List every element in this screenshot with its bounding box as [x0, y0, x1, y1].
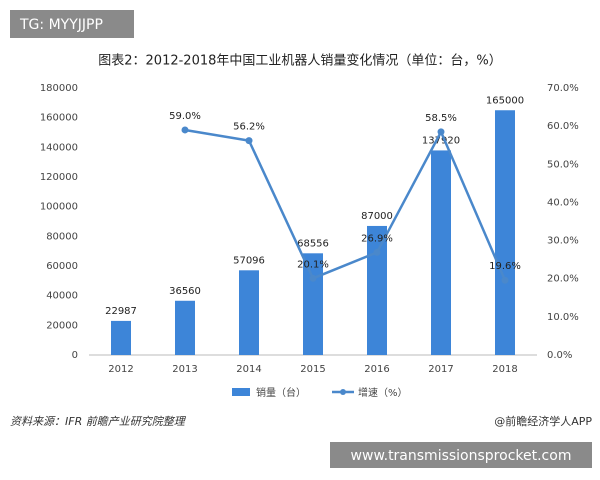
bar	[367, 225, 387, 355]
line-marker	[437, 128, 445, 136]
line-label: 20.1%	[297, 259, 329, 270]
y-tick-label: 180000	[40, 83, 78, 94]
bar	[239, 270, 259, 355]
url: www.transmissionsprocket.com	[351, 448, 572, 464]
y2-tick-label: 20.0%	[547, 274, 579, 285]
y2-tick-label: 60.0%	[547, 121, 579, 132]
line-label: 56.2%	[233, 122, 265, 133]
credit: @前瞻经济学人APP	[494, 414, 592, 428]
x-tick-label: 2012	[108, 364, 133, 375]
watermark: TG: MYYJJPP	[19, 17, 103, 33]
line-label: 58.5%	[425, 113, 457, 124]
y2-tick-label: 50.0%	[547, 159, 579, 170]
bar-label: 36560	[169, 286, 201, 297]
y2-tick-label: 70.0%	[547, 83, 579, 94]
line-marker	[309, 274, 317, 282]
y2-tick-label: 0.0%	[547, 350, 572, 361]
bar-label: 87000	[361, 211, 393, 222]
bar-label: 68556	[297, 238, 329, 249]
bar-label: 137920	[422, 135, 460, 146]
bar-label: 165000	[486, 95, 524, 106]
legend-swatch	[232, 388, 250, 396]
bar	[495, 110, 515, 355]
legend-label: 增速（%）	[358, 386, 408, 399]
y2-tick-label: 10.0%	[547, 312, 579, 323]
legend-label: 销量（台）	[256, 386, 306, 399]
y-tick-label: 80000	[46, 231, 78, 242]
line-label: 26.9%	[361, 233, 393, 244]
chart-title: 图表2：2012-2018年中国工业机器人销量变化情况（单位：台，%）	[98, 53, 501, 69]
bar-label: 57096	[233, 255, 265, 266]
y-tick-label: 40000	[46, 291, 78, 302]
x-tick-label: 2017	[428, 364, 453, 375]
bar-label: 22987	[105, 306, 137, 317]
y2-tick-label: 40.0%	[547, 197, 579, 208]
bar	[111, 320, 131, 355]
line-marker	[181, 126, 189, 134]
y-tick-label: 160000	[40, 113, 78, 124]
source: 资料来源：IFR 前瞻产业研究院整理	[10, 415, 187, 428]
x-tick-label: 2013	[172, 364, 197, 375]
url-box	[330, 442, 592, 468]
line	[184, 128, 507, 281]
bar	[431, 150, 451, 355]
bar	[175, 300, 195, 355]
x-tick-label: 2014	[236, 364, 261, 375]
y-tick-label: 100000	[40, 202, 78, 213]
line-marker	[245, 137, 253, 145]
line-marker	[373, 248, 381, 256]
line-label: 59.0%	[169, 111, 201, 122]
y2-tick-label: 30.0%	[547, 236, 579, 247]
line-marker	[501, 276, 509, 284]
y-tick-label: 0	[72, 350, 78, 361]
y-tick-label: 140000	[40, 142, 78, 153]
x-tick-label: 2016	[364, 364, 389, 375]
line-label: 19.6%	[489, 261, 521, 272]
y-tick-label: 120000	[40, 172, 78, 183]
y-tick-label: 20000	[46, 320, 78, 331]
x-tick-label: 2018	[492, 364, 517, 375]
legend-swatch	[340, 389, 346, 395]
bar	[303, 253, 323, 355]
x-tick-label: 2015	[300, 364, 325, 375]
y-tick-label: 60000	[46, 261, 78, 272]
watermark-box	[10, 10, 134, 38]
